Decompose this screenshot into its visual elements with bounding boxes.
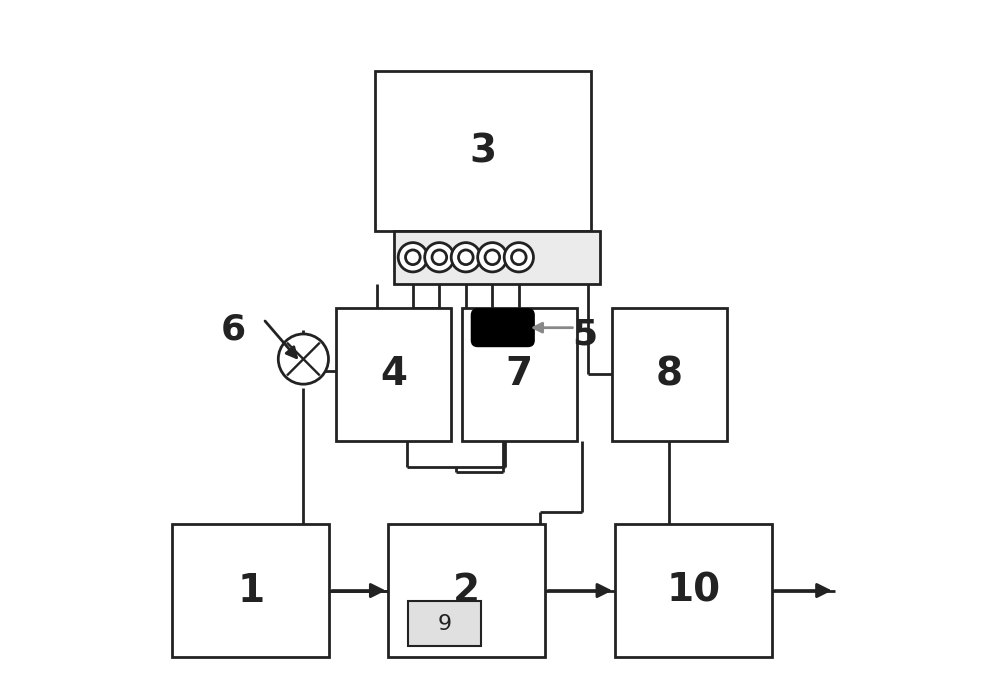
- Text: 1: 1: [237, 571, 264, 610]
- Text: 7: 7: [506, 356, 533, 393]
- FancyBboxPatch shape: [394, 232, 600, 284]
- Text: 3: 3: [469, 132, 496, 170]
- Text: 5: 5: [572, 318, 598, 351]
- Text: 4: 4: [380, 356, 407, 393]
- Circle shape: [432, 250, 447, 265]
- Circle shape: [425, 243, 454, 272]
- Circle shape: [451, 243, 480, 272]
- Text: 10: 10: [666, 571, 721, 610]
- FancyBboxPatch shape: [462, 308, 577, 440]
- Circle shape: [478, 243, 507, 272]
- Text: 2: 2: [453, 571, 480, 610]
- FancyBboxPatch shape: [172, 524, 329, 657]
- FancyBboxPatch shape: [471, 308, 535, 347]
- FancyBboxPatch shape: [336, 308, 451, 440]
- FancyBboxPatch shape: [615, 524, 772, 657]
- FancyBboxPatch shape: [374, 71, 591, 232]
- FancyBboxPatch shape: [388, 524, 545, 657]
- Circle shape: [504, 243, 533, 272]
- Text: 8: 8: [656, 356, 683, 393]
- Text: 6: 6: [221, 312, 246, 346]
- Circle shape: [398, 243, 427, 272]
- Text: 9: 9: [438, 614, 452, 634]
- Circle shape: [485, 250, 500, 265]
- Circle shape: [406, 250, 420, 265]
- Circle shape: [459, 250, 473, 265]
- FancyBboxPatch shape: [408, 601, 481, 646]
- Circle shape: [278, 334, 328, 384]
- Circle shape: [512, 250, 526, 265]
- FancyBboxPatch shape: [612, 308, 727, 440]
